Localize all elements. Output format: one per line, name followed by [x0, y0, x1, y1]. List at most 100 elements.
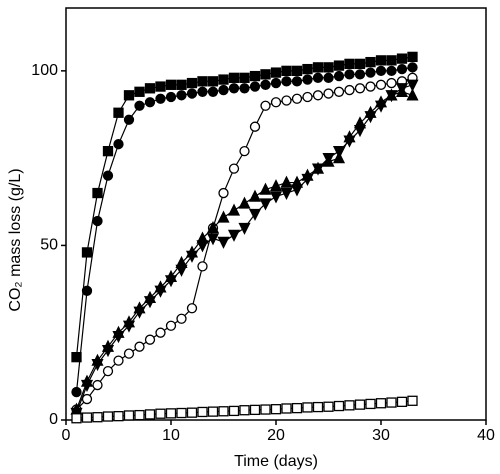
marker: [164, 275, 178, 288]
marker: [344, 84, 355, 96]
marker: [112, 331, 125, 344]
marker: [165, 79, 177, 90]
marker: [291, 402, 303, 414]
marker: [155, 93, 166, 104]
marker: [354, 69, 366, 80]
marker: [333, 86, 345, 97]
marker: [269, 191, 283, 204]
marker: [197, 406, 208, 418]
marker: [239, 83, 250, 94]
marker: [386, 397, 397, 408]
marker: [134, 341, 145, 352]
marker: [354, 58, 366, 70]
marker: [364, 111, 377, 124]
marker: [344, 69, 355, 80]
marker: [217, 210, 230, 223]
marker: [290, 184, 304, 197]
marker: [344, 400, 355, 411]
marker: [374, 100, 388, 113]
marker: [396, 396, 408, 407]
marker: [333, 60, 345, 71]
marker: [165, 408, 177, 419]
marker: [353, 125, 367, 138]
x-tick-label: 10: [162, 427, 180, 444]
y-tick-label: 0: [49, 411, 58, 428]
marker: [123, 114, 135, 125]
marker: [365, 398, 376, 410]
marker: [301, 173, 314, 187]
marker: [101, 345, 115, 358]
marker: [176, 407, 187, 419]
marker: [102, 146, 114, 157]
marker: [280, 175, 293, 188]
marker: [227, 229, 241, 242]
marker: [406, 88, 419, 101]
marker: [375, 65, 387, 76]
marker: [343, 135, 356, 148]
marker: [218, 406, 229, 417]
marker: [259, 182, 272, 195]
marker: [134, 86, 145, 97]
marker: [92, 412, 103, 423]
marker: [311, 163, 325, 176]
marker: [260, 100, 271, 111]
marker: [155, 327, 166, 338]
marker: [302, 63, 313, 75]
series-line: [75, 84, 413, 414]
marker: [249, 70, 261, 82]
marker: [344, 58, 355, 70]
marker: [185, 250, 199, 263]
marker: [239, 146, 250, 157]
marker: [375, 398, 387, 409]
series-line: [75, 91, 413, 410]
marker: [113, 355, 124, 366]
marker: [238, 222, 251, 235]
marker: [196, 240, 209, 253]
marker: [281, 95, 292, 106]
marker: [218, 84, 229, 96]
marker: [144, 97, 156, 108]
marker: [375, 79, 387, 90]
marker: [71, 352, 82, 363]
marker: [155, 408, 166, 419]
marker: [165, 91, 177, 103]
marker: [248, 208, 262, 221]
marker: [92, 187, 103, 199]
marker: [407, 395, 418, 406]
marker: [144, 409, 156, 420]
marker: [206, 233, 220, 246]
marker: [206, 221, 220, 234]
marker: [144, 334, 156, 345]
marker: [302, 402, 313, 413]
marker: [239, 72, 250, 83]
x-tick-label: 30: [372, 427, 390, 444]
marker: [302, 91, 313, 103]
marker: [312, 90, 324, 101]
marker: [197, 76, 208, 87]
marker: [386, 65, 397, 76]
marker: [406, 79, 419, 92]
marker: [80, 379, 94, 393]
marker: [81, 393, 93, 405]
marker: [365, 81, 376, 92]
marker: [71, 413, 82, 424]
marker: [280, 187, 293, 201]
marker: [248, 189, 262, 202]
marker: [102, 411, 114, 422]
marker: [291, 76, 303, 87]
marker: [176, 313, 187, 324]
marker: [270, 97, 282, 108]
marker: [386, 55, 397, 66]
marker: [281, 65, 292, 76]
marker: [270, 67, 282, 78]
marker: [323, 72, 334, 83]
marker: [175, 264, 188, 277]
marker: [312, 62, 324, 73]
marker: [365, 56, 376, 68]
marker: [155, 81, 166, 92]
marker: [323, 88, 334, 99]
marker: [228, 72, 240, 83]
marker: [375, 55, 387, 66]
marker: [322, 152, 335, 166]
x-axis-label: Time (days): [234, 453, 318, 470]
